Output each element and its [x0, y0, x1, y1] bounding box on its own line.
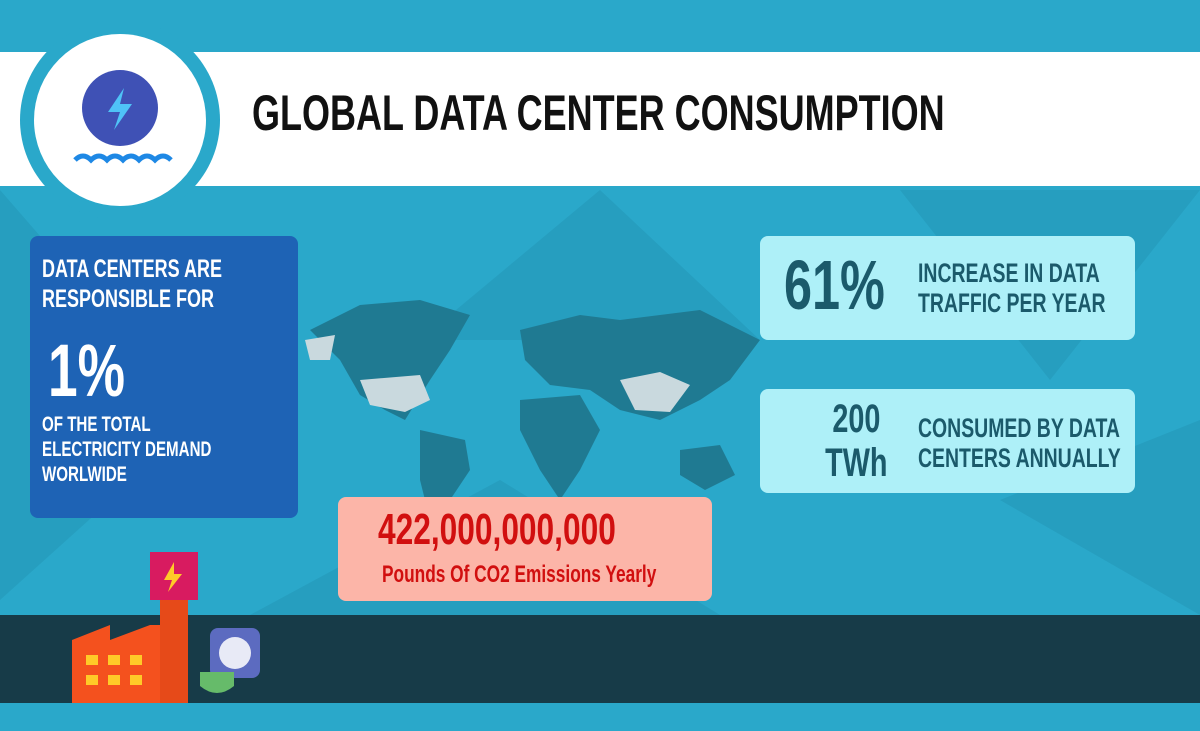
share-card: DATA CENTERS ARE RESPONSIBLE FOR 1% OF TH…: [30, 236, 298, 518]
share-outro-line: OF THE TOTAL: [42, 412, 277, 437]
stat-value-line: 200: [806, 397, 906, 441]
stat-label-line: TRAFFIC PER YEAR: [918, 288, 1179, 318]
stat-card: 200 TWh CONSUMED BY DATA CENTERS ANNUALLY: [760, 389, 1135, 493]
share-intro: RESPONSIBLE FOR: [42, 285, 215, 313]
emissions-card: 422,000,000,000 Pounds Of CO2 Emissions …: [338, 497, 712, 601]
stat-label: TRAFFIC PER YEAR: [918, 288, 1106, 318]
emissions-label: Pounds Of CO2 Emissions Yearly: [382, 561, 657, 588]
share-outro: ELECTRICITY DEMAND: [42, 438, 212, 461]
footer-band: [0, 615, 1200, 703]
plug-icon: [200, 628, 260, 693]
factory-icon: [72, 552, 198, 703]
stat-value-line: TWh: [806, 441, 906, 485]
share-outro: OF THE TOTAL: [42, 413, 151, 436]
bolt-icon: [108, 88, 132, 130]
stat-label: CENTERS ANNUALLY: [918, 443, 1121, 473]
share-outro-line: WORLWIDE: [42, 462, 277, 487]
share-outro: WORLWIDE: [42, 463, 127, 486]
share-intro-line: RESPONSIBLE FOR: [42, 284, 292, 314]
stat-label: CONSUMED BY DATA: [918, 413, 1120, 443]
stat-label: INCREASE IN DATA: [918, 258, 1100, 288]
world-map: [310, 300, 760, 520]
emissions-value: 422,000,000,000: [378, 505, 616, 554]
water-icon: [73, 153, 173, 164]
stat-value-line: 61%: [784, 248, 924, 322]
share-outro-line: ELECTRICITY DEMAND: [42, 437, 277, 462]
highlighted-regions: [305, 335, 690, 412]
stat-label-line: INCREASE IN DATA: [918, 258, 1179, 288]
page-title: GLOBAL DATA CENTER CONSUMPTION: [252, 85, 945, 141]
stat-label-line: CENTERS ANNUALLY: [918, 443, 1200, 473]
stat-value: 61%: [784, 246, 885, 324]
stat-value: TWh: [824, 441, 888, 485]
stat-card: 61% INCREASE IN DATA TRAFFIC PER YEAR: [760, 236, 1135, 340]
share-value: 1%: [48, 329, 126, 412]
share-intro: DATA CENTERS ARE: [42, 255, 222, 283]
stat-value: 200: [831, 397, 881, 441]
stat-label-line: CONSUMED BY DATA: [918, 413, 1200, 443]
share-intro-line: DATA CENTERS ARE: [42, 254, 292, 284]
